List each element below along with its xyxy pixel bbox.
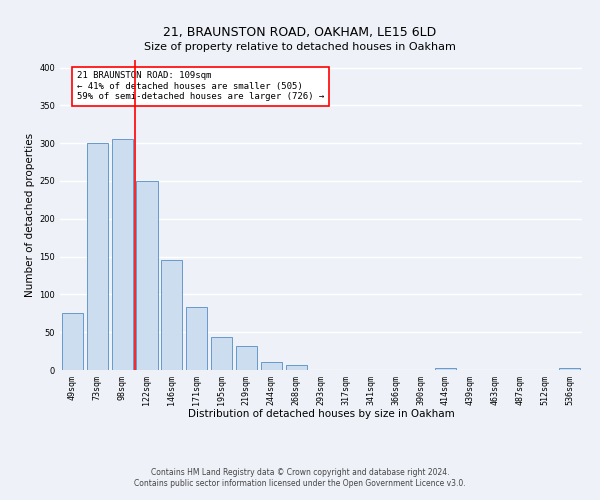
Bar <box>261 362 282 370</box>
Text: Size of property relative to detached houses in Oakham: Size of property relative to detached ho… <box>144 42 456 52</box>
Bar <box>435 368 456 370</box>
Bar <box>211 336 232 370</box>
Bar <box>136 181 158 370</box>
Bar <box>87 143 108 370</box>
Bar <box>559 368 580 370</box>
Text: Contains HM Land Registry data © Crown copyright and database right 2024.
Contai: Contains HM Land Registry data © Crown c… <box>134 468 466 487</box>
Bar <box>186 307 207 370</box>
Text: 21 BRAUNSTON ROAD: 109sqm
← 41% of detached houses are smaller (505)
59% of semi: 21 BRAUNSTON ROAD: 109sqm ← 41% of detac… <box>77 72 324 101</box>
Bar <box>112 140 133 370</box>
Y-axis label: Number of detached properties: Number of detached properties <box>25 133 35 297</box>
Bar <box>236 346 257 370</box>
Bar <box>286 366 307 370</box>
Bar <box>161 260 182 370</box>
Bar <box>62 314 83 370</box>
X-axis label: Distribution of detached houses by size in Oakham: Distribution of detached houses by size … <box>188 409 454 419</box>
Text: 21, BRAUNSTON ROAD, OAKHAM, LE15 6LD: 21, BRAUNSTON ROAD, OAKHAM, LE15 6LD <box>163 26 437 39</box>
